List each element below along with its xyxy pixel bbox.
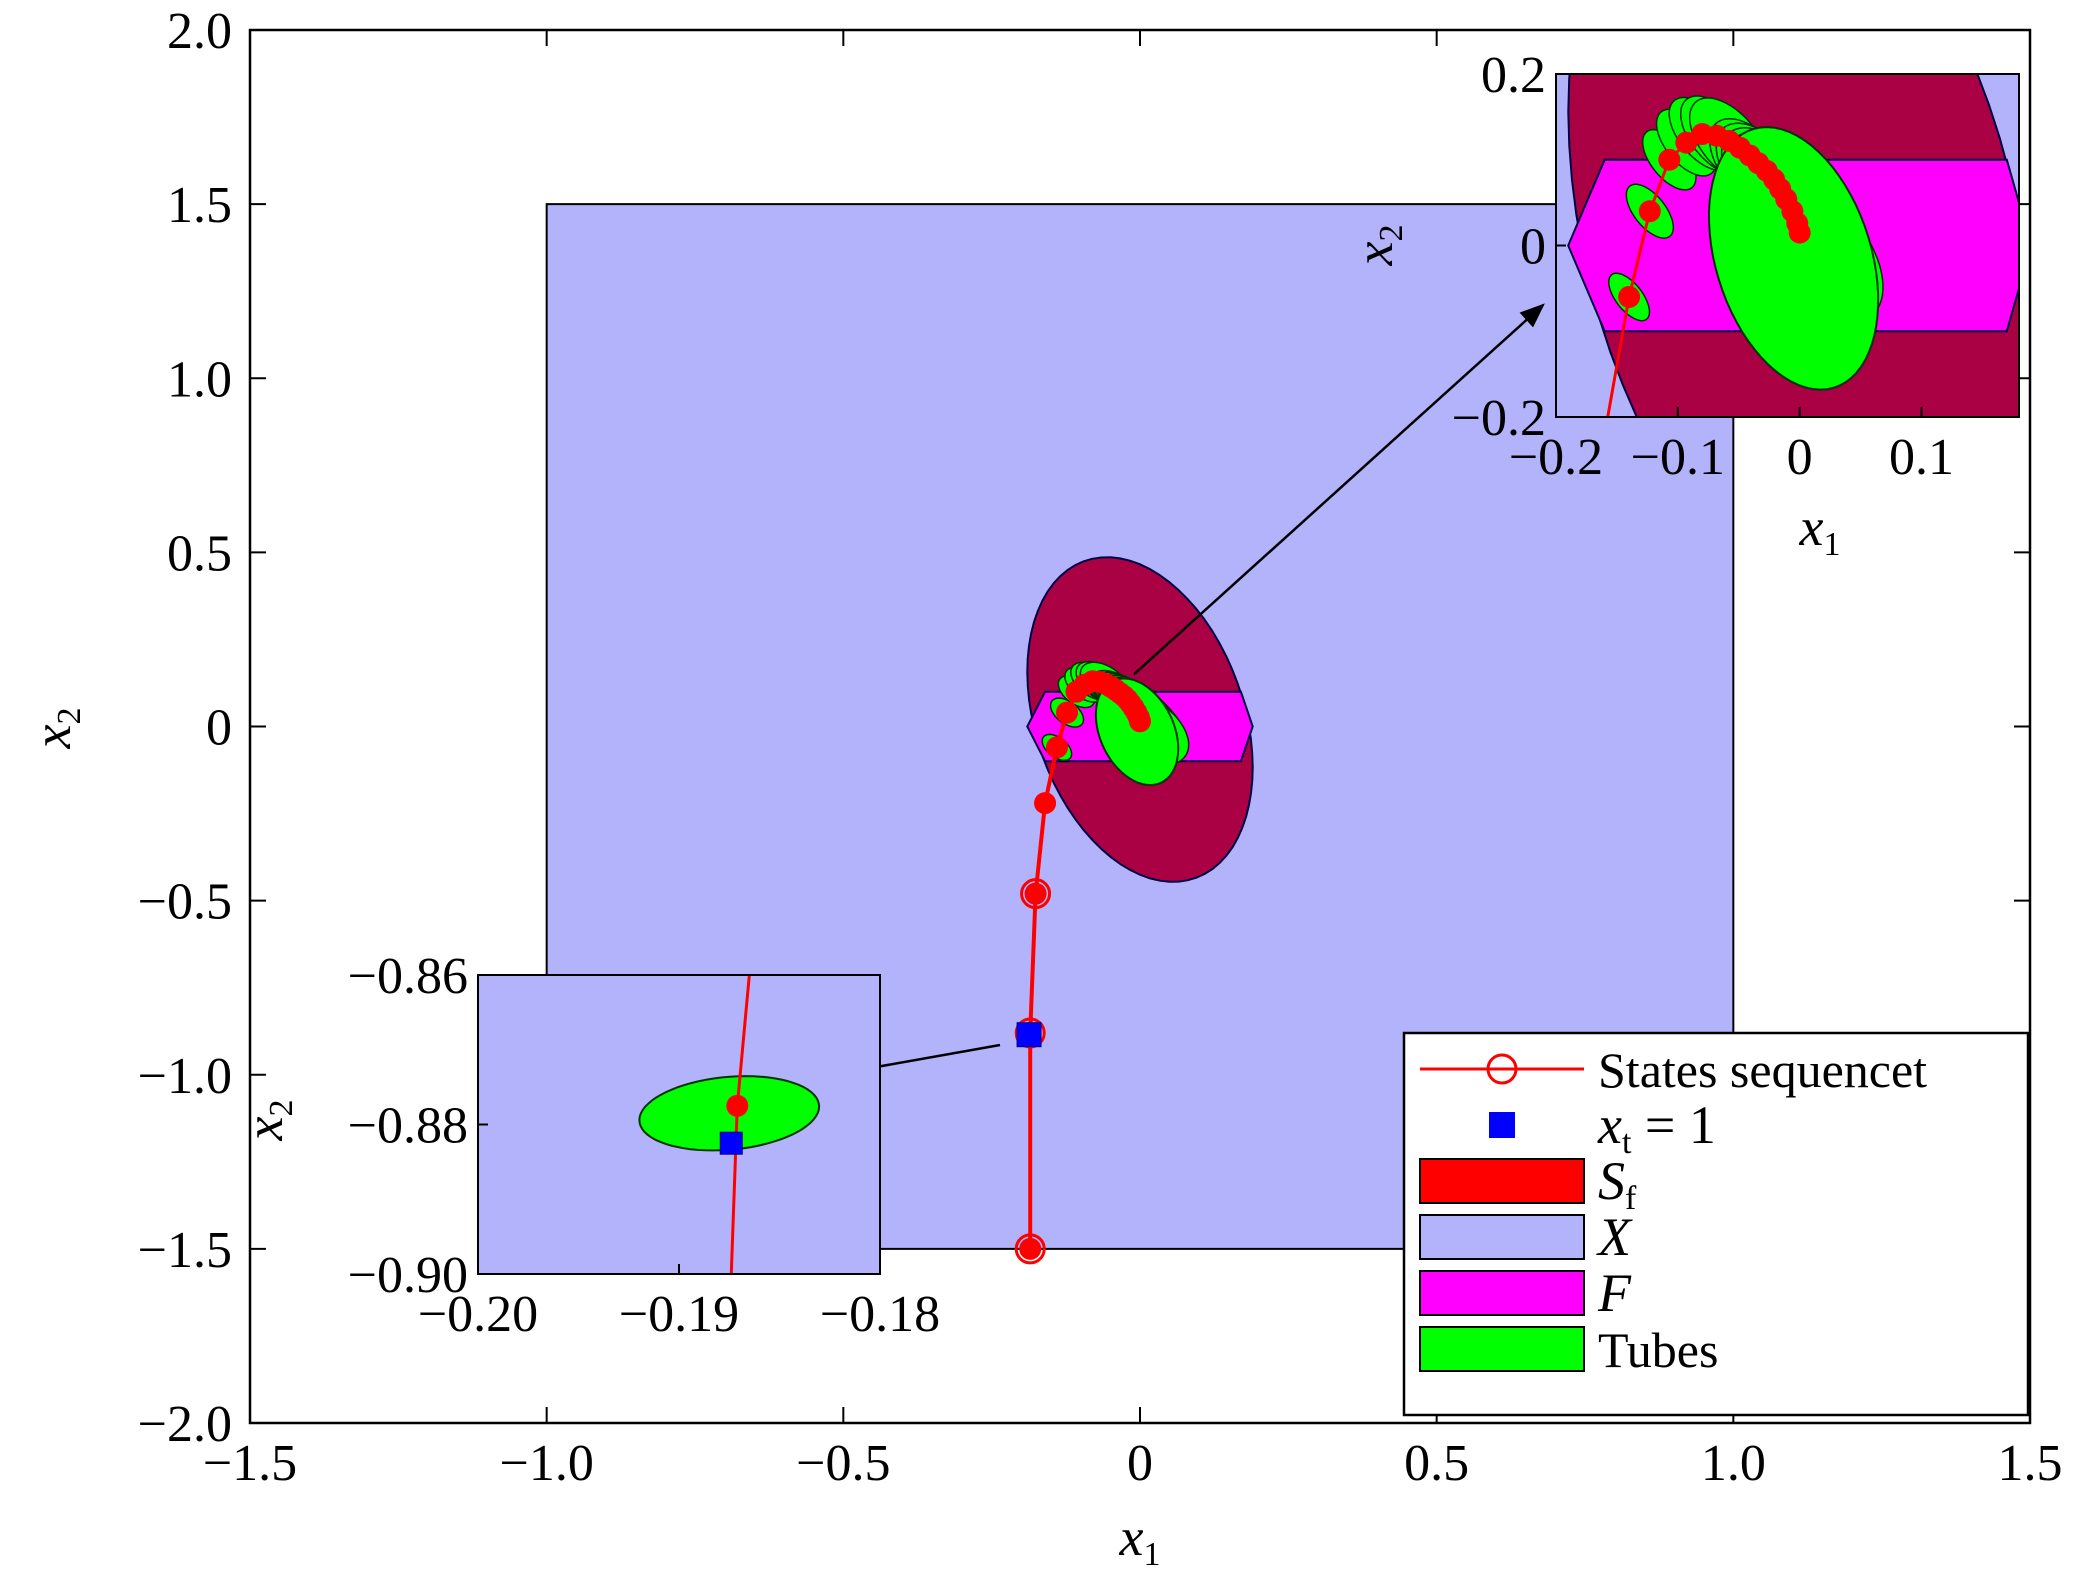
inset-upper-x-tick-label: 0.1 (1889, 429, 1954, 486)
state-marker-ring (1020, 878, 1052, 910)
state-marker-ring (1014, 1233, 1046, 1265)
inset-lower-content (638, 975, 821, 1274)
inset-upper-x-tick-label: 0 (1787, 429, 1813, 486)
x-axis-label: x1 (1119, 1507, 1161, 1573)
inset-upper-y-label: x2 (1344, 225, 1410, 267)
legend-label: X (1596, 1207, 1633, 1267)
inset-lower-x-tick-label: −0.18 (820, 1286, 940, 1343)
legend-swatch-states-marker (1486, 1053, 1518, 1085)
inset-state-point (1638, 200, 1661, 223)
xt-marker (1016, 1022, 1042, 1048)
inset-state-point (1658, 148, 1681, 171)
inset-upper-y-tick-label: −0.2 (1452, 390, 1546, 447)
legend-label: Sf (1598, 1151, 1637, 1217)
x-tick-label: −1.5 (203, 1435, 297, 1492)
inset-upper-x-tick-label: −0.1 (1631, 429, 1725, 486)
x-tick-label: 0.5 (1404, 1435, 1469, 1492)
inset-lower-state-point (726, 1094, 749, 1117)
legend-swatch-patch (1419, 1214, 1585, 1260)
y-tick-label: 0 (206, 700, 232, 757)
legend-label: Tubes (1598, 1322, 1718, 1378)
y-tick-label: 2.0 (167, 3, 232, 60)
inset-upper-y-tick-label: 0.2 (1481, 47, 1546, 104)
legend-label: States sequencet (1598, 1042, 1927, 1098)
inset-lower-y-tick-label: −0.90 (348, 1247, 468, 1304)
state-point (1045, 736, 1068, 759)
state-point (1056, 701, 1079, 724)
inset-upper-x-tick-label: −0.2 (1509, 429, 1603, 486)
arrow-upper (1133, 303, 1545, 676)
legend-swatch-patch (1419, 1270, 1585, 1316)
inset-tube-final (1707, 126, 1880, 391)
legend-swatch-xt (1489, 1112, 1515, 1138)
inset-lower-y-label: x2 (234, 1100, 300, 1142)
inset-lower-y-tick-label: −0.86 (348, 948, 468, 1005)
y-axis-label: x2 (22, 708, 88, 750)
state-point (1024, 882, 1047, 905)
inset-upper-content (1567, 74, 2019, 417)
legend-swatch-patch (1419, 1326, 1585, 1372)
state-point (1034, 792, 1057, 815)
inset-state-point (1618, 285, 1641, 308)
inset-lower-y-tick-label: −0.88 (348, 1098, 468, 1155)
x-tick-label: −0.5 (796, 1435, 890, 1492)
y-tick-label: 1.0 (167, 351, 232, 408)
inset-upper-y-tick-label: 0 (1520, 219, 1546, 276)
y-tick-label: −1.5 (138, 1222, 232, 1279)
x-tick-label: 0 (1127, 1435, 1153, 1492)
y-tick-label: −2.0 (138, 1396, 232, 1453)
legend-swatch-patch (1419, 1158, 1585, 1204)
inset-lower-x-tick-label: −0.20 (418, 1286, 538, 1343)
inset-state-point (1788, 221, 1811, 244)
y-tick-label: −0.5 (138, 874, 232, 931)
y-tick-label: 0.5 (167, 525, 232, 582)
inset-lower-xt-marker (719, 1131, 743, 1155)
inset-upper: −0.2 −0.1 0 0.1 −0.2 0 0.2 x1 x2 (1344, 47, 2020, 563)
y-tick-label: −1.0 (138, 1048, 232, 1105)
state-point (1019, 1237, 1042, 1260)
legend-label: xt = 1 (1597, 1095, 1716, 1161)
inset-lower-x-tick-label: −0.19 (619, 1286, 739, 1343)
inset-lower: −0.20 −0.19 −0.18 −0.90 −0.88 −0.86 x2 (234, 948, 940, 1343)
x-tick-label: 1.5 (1998, 1435, 2063, 1492)
x-tick-label: 1.0 (1701, 1435, 1766, 1492)
inset-upper-x-label: x1 (1799, 497, 1841, 563)
y-tick-label: 1.5 (167, 177, 232, 234)
legend-label: F (1597, 1263, 1632, 1323)
x-tick-label: −1.0 (500, 1435, 594, 1492)
state-point (1129, 710, 1151, 733)
